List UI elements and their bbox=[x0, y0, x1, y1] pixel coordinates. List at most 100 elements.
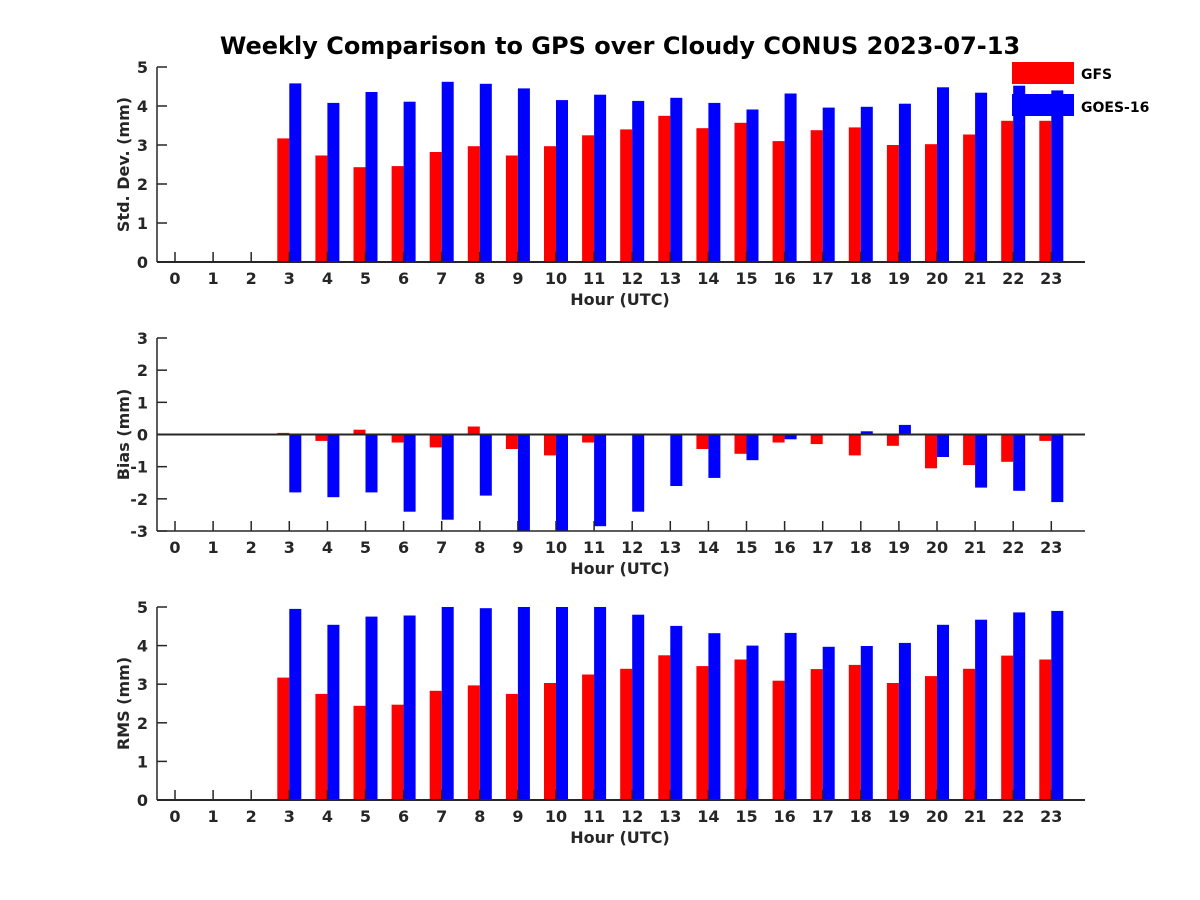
bar-gfs-hour-4 bbox=[315, 434, 328, 441]
bar-goes16-hour-10 bbox=[556, 100, 568, 262]
x-axis-label: Hour (UTC) bbox=[570, 559, 670, 578]
bar-goes16-hour-15 bbox=[746, 434, 759, 461]
x-tick-label: 19 bbox=[888, 538, 910, 557]
y-tick-label: 2 bbox=[137, 361, 148, 380]
y-tick-label: 3 bbox=[137, 329, 148, 348]
x-tick-label: 9 bbox=[512, 538, 523, 557]
legend: GFS GOES-16 bbox=[1012, 62, 1149, 116]
bar-gfs-hour-18 bbox=[848, 127, 861, 263]
y-tick-label: 2 bbox=[137, 714, 148, 733]
bar-goes16-hour-16 bbox=[784, 434, 797, 440]
legend-swatch-goes16 bbox=[1012, 94, 1074, 116]
x-tick-label: 12 bbox=[621, 269, 643, 288]
x-tick-label: 20 bbox=[926, 269, 948, 288]
bar-gfs-hour-8 bbox=[467, 685, 480, 800]
bar-goes16-hour-6 bbox=[403, 434, 416, 512]
x-tick-label: 11 bbox=[583, 538, 605, 557]
x-tick-label: 17 bbox=[812, 269, 834, 288]
x-tick-label: 11 bbox=[583, 269, 605, 288]
bar-gfs-hour-15 bbox=[734, 434, 747, 454]
x-tick-label: 16 bbox=[773, 269, 795, 288]
bar-goes16-hour-6 bbox=[403, 615, 416, 800]
bar-gfs-hour-6 bbox=[391, 166, 404, 262]
x-tick-label: 21 bbox=[964, 269, 986, 288]
bar-goes16-hour-13 bbox=[670, 97, 683, 262]
bar-gfs-hour-18 bbox=[848, 664, 861, 800]
bar-goes16-hour-8 bbox=[479, 434, 492, 496]
x-tick-label: 21 bbox=[964, 538, 986, 557]
bar-gfs-hour-20 bbox=[925, 144, 937, 262]
bar-gfs-hour-22 bbox=[1001, 655, 1014, 800]
bar-goes16-hour-7 bbox=[441, 434, 454, 520]
bar-goes16-hour-18 bbox=[860, 646, 873, 800]
x-tick-label: 2 bbox=[246, 269, 257, 288]
bar-gfs-hour-14 bbox=[696, 666, 709, 800]
bar-goes16-hour-19 bbox=[898, 103, 911, 262]
bar-goes16-hour-8 bbox=[479, 83, 492, 262]
x-tick-label: 5 bbox=[360, 538, 371, 557]
bar-goes16-hour-3 bbox=[289, 83, 302, 263]
bar-goes16-hour-9 bbox=[517, 607, 530, 800]
bar-goes16-hour-18 bbox=[860, 106, 873, 262]
bar-gfs-hour-4 bbox=[315, 155, 328, 262]
bar-goes16-hour-4 bbox=[327, 434, 340, 498]
bar-gfs-hour-23 bbox=[1039, 434, 1052, 441]
legend-label-gfs: GFS bbox=[1081, 67, 1112, 83]
bar-gfs-hour-12 bbox=[620, 668, 633, 800]
x-tick-label: 15 bbox=[735, 269, 757, 288]
bar-gfs-hour-11 bbox=[582, 434, 595, 443]
x-tick-label: 22 bbox=[1002, 269, 1024, 288]
x-tick-label: 7 bbox=[436, 269, 447, 288]
bar-gfs-hour-3 bbox=[277, 677, 290, 800]
bar-gfs-hour-19 bbox=[886, 145, 899, 262]
bar-goes16-hour-23 bbox=[1051, 610, 1064, 800]
bar-goes16-hour-14 bbox=[708, 633, 721, 800]
bar-gfs-hour-16 bbox=[772, 141, 785, 262]
x-tick-label: 19 bbox=[888, 269, 910, 288]
x-tick-label: 8 bbox=[474, 807, 485, 826]
x-axis-label: Hour (UTC) bbox=[570, 290, 670, 309]
x-tick-label: 5 bbox=[360, 807, 371, 826]
bar-goes16-hour-8 bbox=[479, 608, 492, 800]
x-tick-label: 1 bbox=[208, 538, 219, 557]
x-tick-label: 9 bbox=[512, 269, 523, 288]
x-tick-label: 0 bbox=[169, 538, 180, 557]
bar-gfs-hour-16 bbox=[772, 680, 785, 800]
x-tick-label: 3 bbox=[284, 807, 295, 826]
x-tick-label: 6 bbox=[398, 538, 409, 557]
x-tick-label: 8 bbox=[474, 269, 485, 288]
x-tick-label: 7 bbox=[436, 538, 447, 557]
x-tick-label: 22 bbox=[1002, 538, 1024, 557]
bar-goes16-hour-12 bbox=[632, 434, 645, 512]
x-tick-label: 3 bbox=[284, 538, 295, 557]
x-tick-label: 15 bbox=[735, 807, 757, 826]
bar-goes16-hour-13 bbox=[670, 625, 683, 800]
bar-goes16-hour-22 bbox=[1013, 434, 1026, 491]
bar-gfs-hour-10 bbox=[544, 434, 556, 456]
bar-gfs-hour-17 bbox=[810, 434, 823, 445]
bar-gfs-hour-3 bbox=[277, 138, 290, 262]
bar-goes16-hour-13 bbox=[670, 434, 683, 486]
bar-goes16-hour-3 bbox=[289, 608, 302, 800]
x-tick-label: 22 bbox=[1002, 807, 1024, 826]
x-tick-label: 23 bbox=[1040, 807, 1062, 826]
bar-gfs-hour-17 bbox=[810, 130, 823, 262]
bar-goes16-hour-4 bbox=[327, 624, 340, 800]
bar-gfs-hour-14 bbox=[696, 128, 709, 262]
bar-gfs-hour-15 bbox=[734, 122, 747, 262]
y-tick-label: 0 bbox=[137, 253, 148, 272]
bar-gfs-hour-8 bbox=[467, 426, 480, 435]
bar-goes16-hour-11 bbox=[594, 94, 607, 262]
bar-gfs-hour-4 bbox=[315, 693, 328, 800]
y-tick-label: 5 bbox=[137, 58, 148, 77]
y-tick-label: 5 bbox=[137, 598, 148, 617]
x-tick-label: 7 bbox=[436, 807, 447, 826]
y-tick-label: 1 bbox=[137, 752, 148, 771]
y-axis-label: RMS (mm) bbox=[114, 657, 133, 750]
bar-gfs-hour-12 bbox=[620, 129, 633, 262]
x-tick-label: 20 bbox=[926, 538, 948, 557]
x-tick-label: 14 bbox=[697, 538, 719, 557]
x-tick-label: 14 bbox=[697, 807, 719, 826]
x-tick-label: 13 bbox=[659, 538, 681, 557]
